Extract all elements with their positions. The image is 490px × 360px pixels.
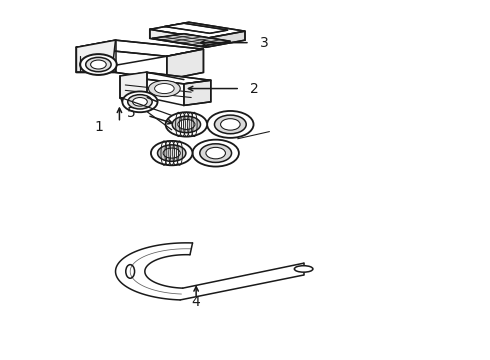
Ellipse shape [133, 98, 147, 106]
Text: 1: 1 [94, 120, 103, 134]
Ellipse shape [155, 84, 174, 94]
Ellipse shape [163, 148, 180, 158]
Ellipse shape [148, 81, 180, 96]
Ellipse shape [206, 147, 225, 159]
Text: 3: 3 [260, 36, 269, 50]
Polygon shape [152, 34, 230, 46]
Ellipse shape [178, 120, 195, 130]
Polygon shape [121, 72, 147, 98]
Text: 4: 4 [192, 295, 200, 309]
Ellipse shape [151, 141, 193, 165]
Ellipse shape [166, 112, 207, 136]
Ellipse shape [193, 140, 239, 167]
Polygon shape [76, 40, 116, 72]
Polygon shape [150, 22, 245, 39]
Text: 5: 5 [127, 105, 136, 120]
Polygon shape [121, 72, 211, 84]
Polygon shape [206, 31, 245, 47]
Ellipse shape [86, 57, 111, 72]
Ellipse shape [294, 266, 313, 272]
Polygon shape [76, 40, 203, 56]
Ellipse shape [122, 91, 158, 112]
Polygon shape [184, 80, 211, 105]
Ellipse shape [200, 144, 232, 162]
Text: 2: 2 [250, 82, 259, 95]
Ellipse shape [172, 116, 200, 133]
Ellipse shape [91, 60, 106, 69]
Ellipse shape [158, 145, 186, 161]
Ellipse shape [220, 119, 240, 130]
Ellipse shape [215, 115, 246, 134]
Polygon shape [150, 30, 206, 47]
Ellipse shape [126, 265, 135, 278]
Ellipse shape [80, 54, 117, 75]
Ellipse shape [128, 95, 152, 109]
Polygon shape [164, 23, 228, 33]
Polygon shape [167, 49, 203, 80]
Ellipse shape [207, 111, 253, 138]
